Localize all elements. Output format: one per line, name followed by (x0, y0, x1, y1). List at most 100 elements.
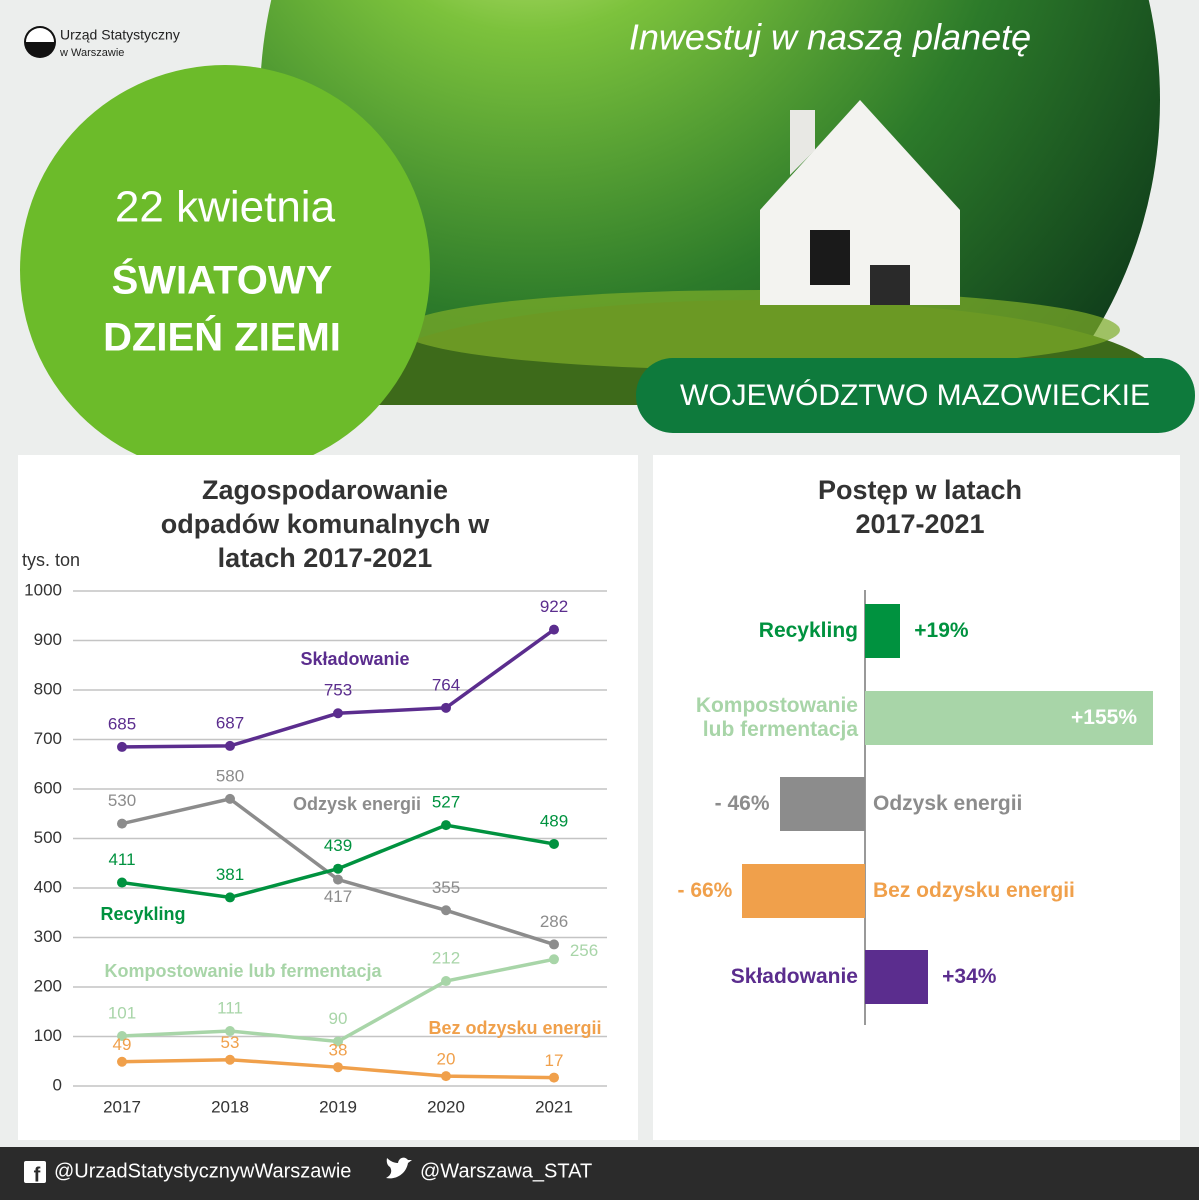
event-title: DZIEŃ ZIEMI (103, 315, 341, 360)
facebook-icon: f (34, 1164, 41, 1186)
value-label: 38 (329, 1041, 348, 1060)
value-label: 922 (540, 597, 568, 616)
category-label: Odzysk energii (873, 792, 1023, 815)
value-label: 53 (221, 1033, 240, 1052)
y-tick-label: 0 (53, 1075, 62, 1094)
logo-text: w Warszawie (59, 47, 124, 59)
value-label: 111 (217, 999, 243, 1018)
date: 22 kwietnia (115, 183, 336, 232)
y-tick-label: 900 (34, 630, 62, 649)
series-label: Bez odzysku energii (428, 1018, 601, 1038)
point (333, 1036, 343, 1047)
value-label: - 46% (714, 792, 770, 815)
value-label: - 66% (677, 878, 733, 902)
value-label: 17 (545, 1051, 564, 1070)
value-label: 212 (432, 949, 460, 968)
footer (0, 1147, 1199, 1200)
value-label: +19% (914, 619, 969, 642)
chart-title: Postęp w latach 2017-2021 (817, 475, 1023, 539)
category-label: Bez odzysku energii (873, 878, 1075, 902)
value-label: 20 (437, 1050, 456, 1069)
category-label: Składowanie (730, 965, 858, 988)
event-title: ŚWIATOWY (112, 257, 333, 303)
point (549, 624, 559, 635)
point (117, 1031, 127, 1042)
value-label: 530 (108, 791, 136, 810)
x-tick-label: 2021 (535, 1097, 573, 1116)
panel (653, 455, 1180, 1140)
x-tick-label: 2017 (103, 1097, 141, 1116)
footer-text: @UrzadStatystycznywWarszawie (54, 1160, 351, 1182)
slogan: Inwestuj w naszą planetę (629, 17, 1031, 58)
footer-text: @Warszawa_STAT (420, 1160, 592, 1182)
twitter-icon (386, 1157, 412, 1179)
y-tick-label: 600 (34, 778, 62, 797)
value-label: 101 (108, 1003, 136, 1022)
value-label: 286 (540, 912, 568, 931)
point (225, 793, 235, 804)
series-label: Kompostowanie lub fermentacja (104, 961, 382, 981)
value-label: +34% (942, 965, 997, 988)
region-pill (636, 358, 1195, 433)
bar (865, 950, 929, 1004)
point (441, 820, 451, 831)
y-tick-label: 1000 (24, 580, 62, 599)
point (225, 740, 235, 751)
point (549, 838, 559, 849)
y-tick-label: 200 (34, 976, 62, 995)
chart-title: Zagospodarowanie odpadów komunalnych w l… (160, 475, 490, 573)
value-label: 355 (432, 878, 460, 897)
y-tick-label: 400 (34, 877, 62, 896)
x-tick-label: 2018 (211, 1097, 249, 1116)
value-label: 687 (216, 713, 244, 732)
point (333, 874, 343, 885)
point (441, 976, 451, 987)
value-label: +155% (1071, 705, 1137, 729)
series-label: Składowanie (300, 649, 409, 669)
region: WOJEWÓDZTWO MAZOWIECKIE (680, 379, 1150, 412)
value-label: 489 (540, 811, 568, 830)
y-tick-label: 300 (34, 927, 62, 946)
value-label: 411 (108, 850, 135, 869)
bar (865, 604, 901, 658)
x-tick-label: 2020 (427, 1097, 465, 1116)
category-label: Kompostowanie lub fermentacja (695, 693, 858, 741)
value-label: 90 (329, 1009, 348, 1028)
value-label: 764 (432, 675, 460, 694)
value-label: 381 (216, 865, 244, 884)
value-label: 753 (324, 681, 352, 700)
point (441, 1071, 451, 1082)
y-tick-label: 100 (34, 1026, 62, 1045)
point (117, 1056, 127, 1067)
point (117, 818, 127, 829)
series-label: Odzysk energii (293, 794, 421, 814)
point (225, 1026, 235, 1037)
point (225, 892, 235, 903)
point (333, 863, 343, 874)
bar (779, 777, 865, 831)
point (333, 1062, 343, 1073)
value-label: 685 (108, 714, 136, 733)
date-circle (20, 65, 430, 475)
y-tick-label: 500 (34, 828, 62, 847)
value-label: 439 (324, 836, 352, 855)
panel (18, 455, 638, 1140)
point (117, 877, 127, 888)
bar (865, 690, 1153, 745)
bar (742, 863, 865, 918)
logo-mark (26, 28, 54, 42)
y-tick-label: 800 (34, 679, 62, 698)
point (549, 954, 559, 965)
point (549, 1072, 559, 1083)
series-label: Recykling (100, 904, 185, 924)
y-tick-label: 700 (34, 729, 62, 748)
point (333, 708, 343, 719)
value-label: 527 (432, 793, 460, 812)
value-label: 256 (570, 941, 598, 960)
point (441, 905, 451, 916)
x-tick-label: 2019 (319, 1097, 357, 1116)
facebook-icon (24, 1161, 46, 1183)
category-label: Recykling (758, 619, 858, 642)
